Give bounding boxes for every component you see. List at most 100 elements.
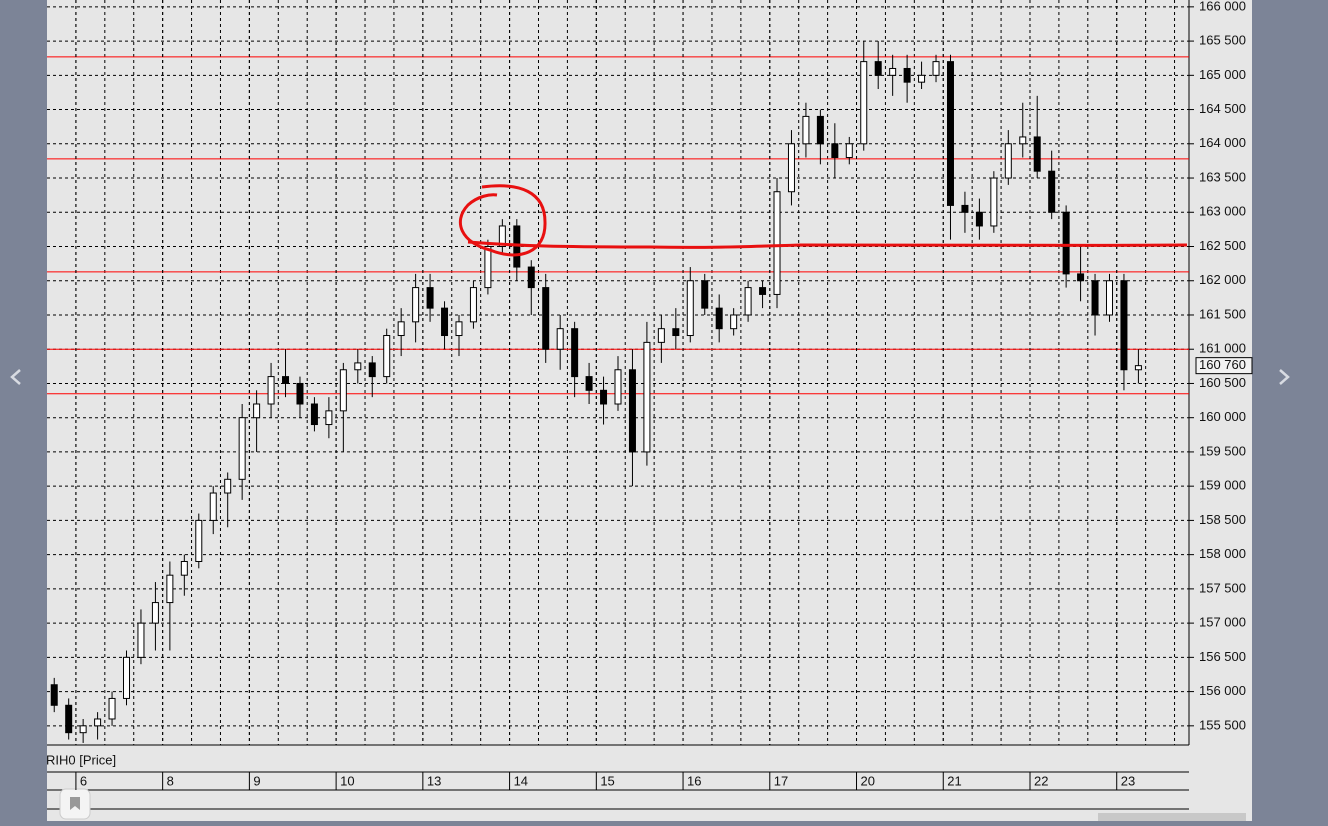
candle-body bbox=[961, 204, 969, 213]
candle-body bbox=[455, 321, 463, 337]
candle-body bbox=[50, 684, 58, 706]
symbol-label: RIH0 [Price] bbox=[46, 752, 116, 767]
last-price-label: 160 760 bbox=[1199, 357, 1246, 372]
y-tick-label: 156 500 bbox=[1199, 649, 1246, 664]
y-tick-label: 165 000 bbox=[1199, 67, 1246, 82]
candle-body bbox=[426, 287, 434, 309]
candle-body bbox=[224, 478, 232, 494]
candle-body bbox=[701, 280, 709, 309]
candle-body bbox=[441, 307, 449, 337]
candle-body bbox=[65, 704, 73, 734]
candle-body bbox=[282, 376, 290, 384]
candle-body bbox=[325, 410, 333, 426]
candle-body bbox=[990, 177, 998, 227]
candle-body bbox=[744, 287, 752, 316]
candle-body bbox=[469, 287, 477, 323]
candle-body bbox=[180, 560, 188, 576]
x-tick-label: 16 bbox=[687, 773, 701, 788]
y-tick-label: 157 000 bbox=[1199, 615, 1246, 630]
candle-body bbox=[903, 67, 911, 83]
x-tick-label: 23 bbox=[1121, 773, 1135, 788]
candle-body bbox=[600, 389, 608, 405]
candle-body bbox=[296, 382, 304, 405]
y-tick-label: 157 500 bbox=[1199, 580, 1246, 595]
candle-body bbox=[238, 417, 246, 480]
candle-body bbox=[498, 225, 506, 248]
next-arrow[interactable] bbox=[1279, 369, 1290, 385]
candle-body bbox=[253, 403, 261, 419]
candle-body bbox=[1120, 280, 1128, 371]
candle-body bbox=[715, 307, 723, 330]
candle-body bbox=[946, 61, 954, 206]
x-tick-label: 21 bbox=[947, 773, 961, 788]
candle-body bbox=[1077, 273, 1085, 282]
candle-body bbox=[585, 376, 593, 391]
candle-body bbox=[383, 335, 391, 378]
y-tick-label: 160 500 bbox=[1199, 375, 1246, 390]
y-tick-label: 165 500 bbox=[1199, 33, 1246, 48]
candle-body bbox=[123, 656, 131, 699]
x-tick-label: 22 bbox=[1034, 773, 1048, 788]
candle-body bbox=[657, 328, 665, 343]
y-tick-label: 159 000 bbox=[1199, 478, 1246, 493]
hand-drawn-line bbox=[467, 240, 1188, 249]
candle-body bbox=[137, 622, 145, 658]
candle-body bbox=[1134, 365, 1142, 371]
candle-body bbox=[94, 718, 102, 727]
y-tick-label: 161 000 bbox=[1199, 341, 1246, 356]
candle-body bbox=[571, 328, 579, 378]
candle-body bbox=[1062, 211, 1070, 275]
candle-body bbox=[1004, 143, 1012, 179]
x-tick-label: 13 bbox=[427, 773, 441, 788]
x-tick-label: 14 bbox=[514, 773, 528, 788]
candle-body bbox=[354, 362, 362, 371]
candle-body bbox=[542, 287, 550, 350]
candle-body bbox=[773, 191, 781, 295]
candle-body bbox=[816, 115, 824, 145]
y-tick-label: 158 000 bbox=[1199, 546, 1246, 561]
candle-body bbox=[484, 246, 492, 289]
candle-body bbox=[860, 61, 868, 145]
plot: 155 500 156 000 156 500 157 000 157 500 158 0… bbox=[47, 0, 1246, 746]
candle-body bbox=[759, 287, 767, 295]
candle-body bbox=[108, 697, 116, 720]
candle-body bbox=[412, 287, 420, 323]
candle-body bbox=[368, 362, 376, 378]
candle-body bbox=[643, 341, 651, 453]
candle-body bbox=[79, 725, 87, 734]
candle-body bbox=[527, 266, 535, 289]
candle-body bbox=[874, 61, 882, 76]
scrollbar-thumb[interactable] bbox=[1098, 813, 1246, 821]
candle-body bbox=[209, 492, 217, 521]
y-tick-label: 163 000 bbox=[1199, 204, 1246, 219]
candle-body bbox=[845, 143, 853, 158]
x-tick-label: 6 bbox=[80, 773, 87, 788]
candle-body bbox=[267, 376, 275, 405]
candle-body bbox=[787, 143, 795, 193]
x-tick-label: 10 bbox=[340, 773, 354, 788]
candle-body bbox=[889, 67, 897, 76]
candle-body bbox=[614, 369, 622, 405]
candle-body bbox=[1091, 280, 1099, 316]
candle-body bbox=[1019, 136, 1027, 145]
x-tick-label: 20 bbox=[861, 773, 875, 788]
x-tick-label: 15 bbox=[600, 773, 614, 788]
prev-arrow[interactable] bbox=[10, 369, 21, 385]
candle-body bbox=[310, 403, 318, 426]
candle-body bbox=[1033, 136, 1041, 172]
y-tick-label: 162 500 bbox=[1199, 238, 1246, 253]
circle-annotation bbox=[458, 184, 547, 257]
candle-body bbox=[831, 143, 839, 158]
candle-body bbox=[628, 369, 636, 453]
candle-body bbox=[195, 519, 203, 562]
y-tick-label: 155 500 bbox=[1199, 717, 1246, 732]
y-tick-label: 164 500 bbox=[1199, 101, 1246, 116]
candle-body bbox=[975, 211, 983, 227]
y-tick-label: 164 000 bbox=[1199, 135, 1246, 150]
y-tick-label: 162 000 bbox=[1199, 272, 1246, 287]
last-price-box bbox=[1195, 357, 1253, 375]
candle-body bbox=[1048, 170, 1056, 213]
candle-body bbox=[339, 369, 347, 412]
